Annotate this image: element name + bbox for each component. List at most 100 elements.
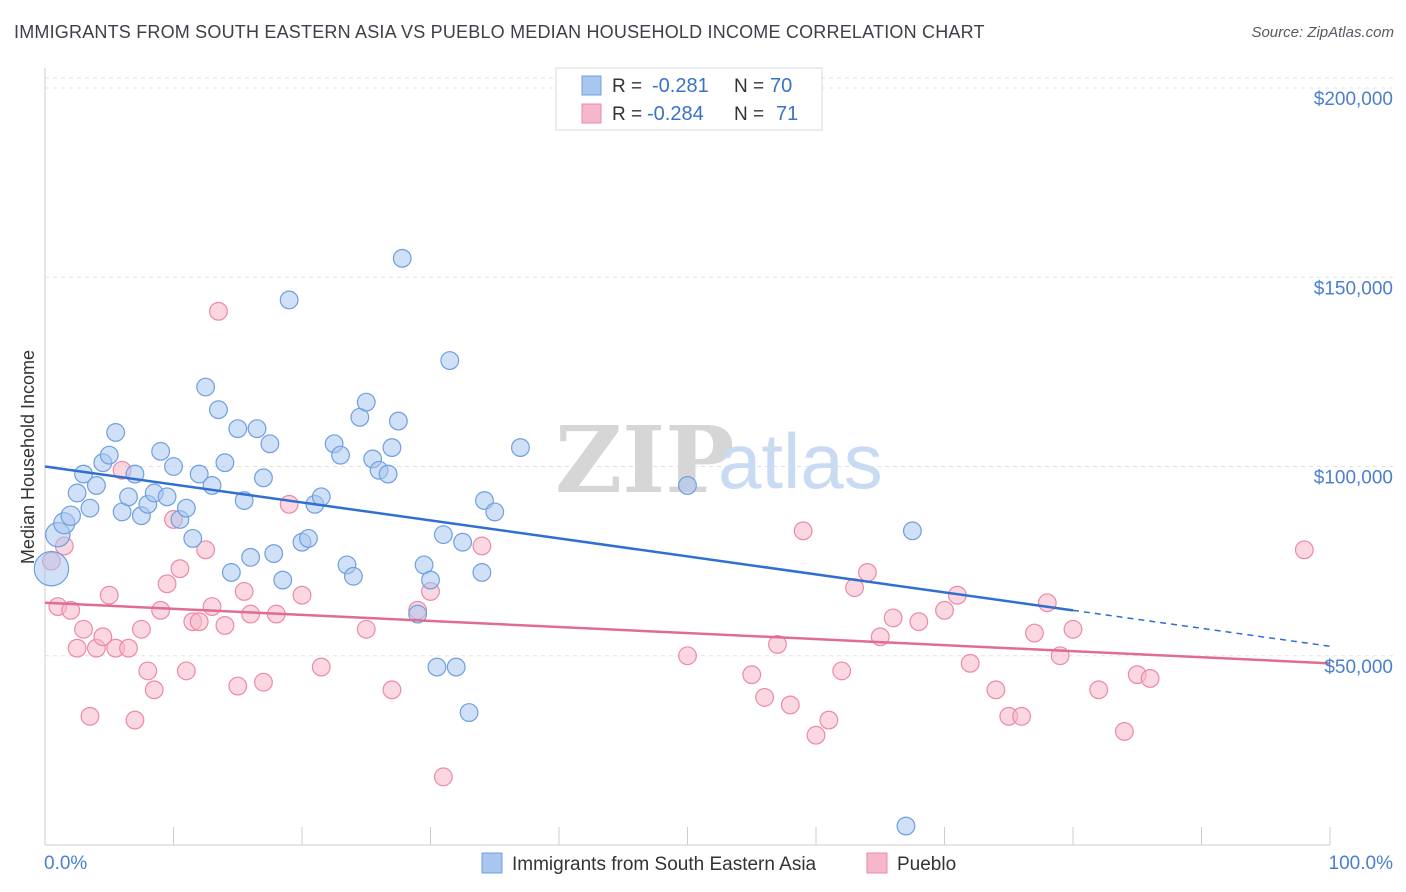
stats-swatch-pink xyxy=(581,103,602,124)
tick-labels: $50,000 $100,000 $150,000 $200,000 0.0% 100.0… xyxy=(44,89,1393,874)
asia-point xyxy=(215,453,235,473)
asia-point xyxy=(408,604,428,624)
asia-point xyxy=(209,400,228,420)
asia-point xyxy=(472,563,492,582)
x-tick-label: 100.0% xyxy=(1329,853,1394,874)
chart-title: IMMIGRANTS FROM SOUTH EASTERN ASIA VS PU… xyxy=(14,22,985,42)
asia-point xyxy=(678,475,697,495)
asia-point xyxy=(279,290,299,310)
pueblo-point xyxy=(806,725,826,745)
pueblo-point xyxy=(1025,623,1044,643)
pueblo-point xyxy=(755,687,775,707)
pueblo-point xyxy=(742,665,762,685)
pueblo-point xyxy=(472,536,492,556)
pueblo-point xyxy=(819,710,839,730)
pueblo-point xyxy=(1063,619,1083,639)
asia-point xyxy=(311,487,331,507)
asia-point xyxy=(99,445,119,465)
stats-box: R = -0.281 N = 70 R = -0.284 N = 71 xyxy=(555,67,823,131)
pueblo-point xyxy=(935,600,954,620)
asia-point xyxy=(378,464,398,484)
pueblo-point xyxy=(196,540,216,560)
asia-point xyxy=(440,351,460,370)
grid-lines xyxy=(45,77,1395,657)
pueblo-point xyxy=(1114,722,1134,741)
x-tick-label: 0.0% xyxy=(44,853,87,874)
asia-point xyxy=(60,505,81,526)
pueblo-point xyxy=(99,585,119,605)
asia-point xyxy=(247,419,267,439)
y-tick-label: $50,000 xyxy=(1324,657,1393,678)
y-tick-label: $150,000 xyxy=(1314,278,1393,299)
asia-point xyxy=(485,502,505,522)
asia-point xyxy=(67,483,87,503)
stats-swatch-blue xyxy=(581,75,602,96)
pueblo-point xyxy=(74,619,93,639)
stats-r-label-2: R = xyxy=(612,104,642,125)
watermark: ZIP atlas xyxy=(555,406,883,514)
pueblo-point xyxy=(176,661,196,681)
stats-n-value-2: 71 xyxy=(776,103,798,125)
pueblo-point xyxy=(80,706,100,726)
pueblo-point xyxy=(170,559,190,579)
pueblo-point xyxy=(909,612,929,632)
pueblo-point xyxy=(138,661,158,681)
y-tick-label: $200,000 xyxy=(1314,89,1393,110)
pueblo-point xyxy=(1012,706,1032,726)
asia-point xyxy=(433,525,453,545)
asia-point xyxy=(511,438,530,458)
pueblo-point xyxy=(883,608,903,628)
pueblo-point xyxy=(832,661,852,681)
pueblo-point xyxy=(125,710,145,730)
stats-n-label-1: N = xyxy=(734,76,764,97)
pueblo-point xyxy=(119,638,138,658)
pueblo-point xyxy=(234,581,254,601)
asia-point xyxy=(446,657,466,677)
stats-n-label-2: N = xyxy=(734,104,764,125)
pueblo-point xyxy=(356,619,376,639)
asia-point xyxy=(33,550,70,587)
asia-point xyxy=(183,528,203,548)
pueblo-point xyxy=(144,680,164,700)
pueblo-point xyxy=(215,616,235,635)
pueblo-point xyxy=(228,676,248,696)
asia-point xyxy=(331,445,350,465)
pueblo-point xyxy=(292,585,312,605)
legend-swatch-asia xyxy=(481,852,503,874)
asia-point xyxy=(221,563,241,582)
y-axis-title: Median Household Income xyxy=(18,350,38,564)
pueblo-point xyxy=(61,600,81,620)
pueblo-point xyxy=(157,574,177,594)
asia-point xyxy=(164,457,183,476)
pueblo-point xyxy=(382,680,402,700)
pueblo-point xyxy=(857,563,877,582)
asia-point xyxy=(86,475,106,495)
pueblo-point xyxy=(241,604,261,624)
pueblo-point xyxy=(151,600,171,620)
pueblo-point xyxy=(986,680,1006,700)
pueblo-point xyxy=(202,597,222,616)
asia-point xyxy=(356,392,376,412)
asia-point xyxy=(80,498,100,518)
pueblo-point xyxy=(279,494,299,514)
stats-r-value-2: -0.284 xyxy=(647,103,704,125)
pueblo-point xyxy=(960,653,980,673)
axes xyxy=(44,68,1331,846)
asia-point xyxy=(254,468,273,488)
pueblo-point xyxy=(1294,540,1314,560)
legend: Immigrants from South Eastern Asia Puebl… xyxy=(481,852,956,875)
stats-r-label-1: R = xyxy=(612,76,642,97)
asia-point xyxy=(189,464,209,484)
asia-point xyxy=(196,377,216,397)
asia-point xyxy=(151,441,171,461)
pueblo-point xyxy=(311,657,331,677)
asia-point xyxy=(119,487,138,507)
pueblo-point xyxy=(793,521,813,541)
asia-point xyxy=(421,570,440,590)
asia-point xyxy=(343,566,363,586)
pueblo-trend-line xyxy=(44,601,1331,665)
pueblo-point xyxy=(1140,669,1160,688)
asia-point xyxy=(106,423,126,442)
asia-point xyxy=(273,570,293,590)
